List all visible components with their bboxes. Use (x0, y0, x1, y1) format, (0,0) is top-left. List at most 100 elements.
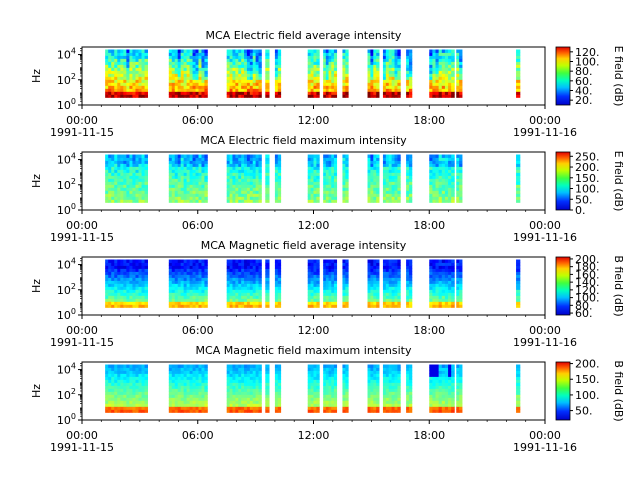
panel-2: MCA Electric field maximum intensity1001… (30, 134, 625, 244)
heatmap-cell (198, 181, 202, 185)
heatmap-cell (201, 274, 205, 278)
heatmap-cell (189, 70, 193, 74)
heatmap-cell (325, 157, 329, 161)
heatmap-cell (226, 265, 230, 269)
heatmap-cell (177, 373, 182, 377)
heatmap-cell (331, 277, 335, 281)
heatmap-cell (189, 85, 193, 89)
colorbar-tick-label: 80. (575, 65, 593, 78)
heatmap-cell (108, 364, 112, 368)
heatmap-cell (249, 61, 254, 65)
heatmap-cell (429, 385, 433, 389)
heatmap-cell (255, 391, 259, 395)
heatmap-cell (429, 295, 433, 299)
heatmap-cell (192, 295, 196, 299)
heatmap-cell (307, 373, 311, 377)
heatmap-cell (265, 49, 270, 53)
heatmap-cell (132, 82, 136, 86)
heatmap-cell (246, 265, 251, 269)
heatmap-cell (192, 199, 196, 203)
heatmap-cell (516, 88, 521, 92)
heatmap-cell (345, 178, 349, 182)
heatmap-cell (388, 280, 393, 284)
heatmap-cell (244, 55, 248, 59)
colorbar: 60.80.100.120.140.160.180.200. B field (d… (555, 253, 625, 320)
heatmap-cell (313, 85, 317, 89)
heatmap-cell (105, 394, 109, 398)
heatmap-cell (226, 292, 230, 296)
heatmap-cell (388, 199, 393, 203)
heatmap-cell (435, 268, 440, 272)
heatmap-cell (246, 262, 251, 266)
heatmap-cell (316, 85, 320, 89)
heatmap-cell (111, 196, 115, 200)
heatmap-cell (238, 301, 242, 305)
heatmap-cell (342, 295, 346, 299)
heatmap-cell (516, 283, 521, 287)
heatmap-cell (195, 94, 199, 98)
heatmap-cell (385, 166, 390, 170)
heatmap-cell (171, 373, 176, 377)
heatmap-cell (241, 403, 245, 407)
heatmap-cell (114, 379, 118, 383)
heatmap-cell (325, 391, 329, 395)
heatmap-cell (198, 79, 202, 83)
heatmap-cell (138, 394, 142, 398)
heatmap-cell (244, 259, 248, 263)
heatmap-cell (385, 55, 390, 59)
heatmap-cell (244, 397, 248, 401)
heatmap-cell (198, 268, 202, 272)
heatmap-cell (111, 79, 115, 83)
heatmap-cell (323, 394, 327, 398)
heatmap-cell (316, 289, 320, 293)
heatmap-cell (388, 91, 393, 95)
heatmap-cell (373, 391, 377, 395)
heatmap-cell (177, 157, 182, 161)
heatmap-cell (382, 49, 387, 53)
heatmap-cell (265, 268, 270, 272)
heatmap-cell (323, 67, 327, 71)
heatmap-cell (432, 181, 436, 185)
heatmap-cell (123, 292, 127, 296)
heatmap-cell (249, 160, 254, 164)
heatmap-cell (258, 274, 262, 278)
heatmap-cell (123, 52, 127, 56)
heatmap-cell (226, 298, 230, 302)
heatmap-cell (370, 388, 374, 392)
heatmap-cell (108, 370, 112, 374)
heatmap-cell (252, 157, 257, 161)
heatmap-cell (325, 271, 329, 275)
heatmap-cell (408, 88, 413, 92)
heatmap-cell (391, 274, 395, 278)
heatmap-cell (325, 55, 329, 59)
heatmap-cell (328, 280, 332, 284)
heatmap-cell (141, 55, 145, 59)
heatmap-cell (429, 169, 433, 173)
heatmap-cell (232, 160, 236, 164)
heatmap-cell (394, 163, 398, 167)
heatmap-cell (244, 385, 248, 389)
heatmap-cell (189, 304, 193, 308)
heatmap-cell (241, 301, 245, 305)
heatmap-cell (186, 157, 190, 161)
heatmap-cell (310, 370, 314, 374)
heatmap-cell (397, 262, 401, 266)
heatmap-cell (277, 409, 282, 413)
heatmap-cell (120, 199, 124, 203)
heatmap-cell (397, 79, 401, 83)
heatmap-cell (252, 268, 257, 272)
heatmap-cell (123, 178, 127, 182)
heatmap-cell (198, 364, 202, 368)
heatmap-cell (235, 79, 239, 83)
heatmap-cell (232, 172, 236, 176)
heatmap-cell (252, 292, 257, 296)
heatmap-cell (108, 388, 112, 392)
heatmap-cell (238, 55, 242, 59)
heatmap-cell (342, 88, 346, 92)
heatmap-cell (105, 196, 109, 200)
heatmap-cell (406, 79, 410, 83)
heatmap-cell (258, 277, 262, 281)
heatmap-cell (189, 379, 193, 383)
heatmap-cell (226, 259, 230, 263)
heatmap-cell (255, 292, 259, 296)
